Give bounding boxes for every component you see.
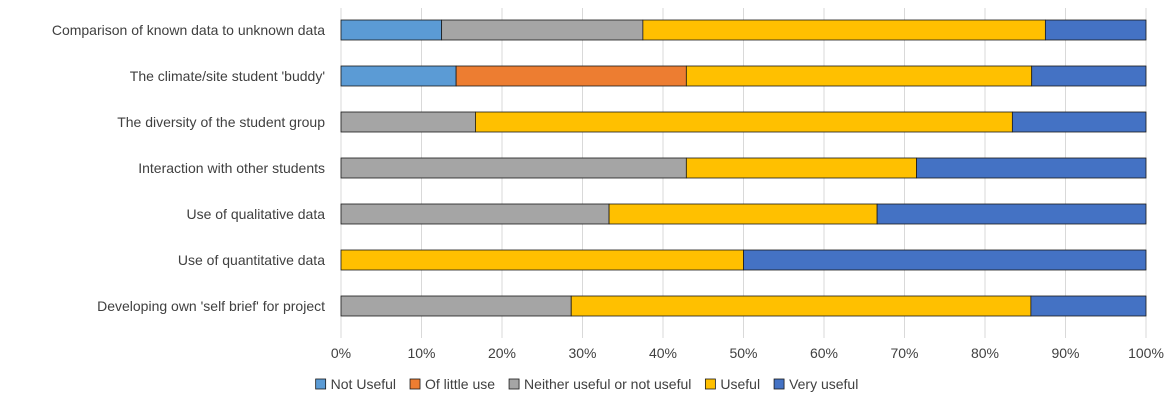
- legend-label: Useful: [720, 376, 760, 392]
- bar-segment: [340, 249, 744, 271]
- legend: Not Useful Of little use Neither useful or…: [315, 376, 858, 392]
- x-tick-labels: 0% 10% 20% 30% 40% 50% 60% 70% 80% 90% 100%: [331, 345, 1164, 361]
- bar-segment: [1030, 295, 1147, 317]
- bar-segment: [642, 19, 1046, 41]
- legend-swatch: [773, 378, 785, 390]
- legend-item: Of little use: [409, 376, 495, 392]
- bar-segment: [570, 295, 1032, 317]
- bar-segment: [876, 203, 1147, 225]
- legend-swatch: [409, 378, 421, 390]
- bar-segment: [340, 203, 610, 225]
- x-tick-label: 50%: [729, 345, 757, 361]
- bar-segment: [685, 157, 917, 179]
- category-label: Use of quantitative data: [178, 252, 325, 268]
- legend-swatch: [508, 378, 520, 390]
- x-tick-label: 20%: [488, 345, 516, 361]
- bar-segment: [743, 249, 1147, 271]
- bar-segment: [916, 157, 1147, 179]
- bar-segment: [685, 65, 1033, 87]
- legend-item: Neither useful or not useful: [508, 376, 691, 392]
- bar-segment: [1031, 65, 1147, 87]
- bar-segment: [1011, 111, 1147, 133]
- x-tick-label: 90%: [1051, 345, 1079, 361]
- legend-label: Not Useful: [331, 376, 396, 392]
- x-tick-label: 80%: [971, 345, 999, 361]
- x-tick-label: 40%: [649, 345, 677, 361]
- category-label: Use of qualitative data: [186, 206, 325, 222]
- category-label: The diversity of the student group: [117, 114, 325, 130]
- bar-segment: [608, 203, 878, 225]
- legend-item: Not Useful: [315, 376, 396, 392]
- bar-segment: [340, 157, 687, 179]
- legend-label: Very useful: [789, 376, 858, 392]
- bar-segment: [340, 65, 457, 87]
- legend-label: Neither useful or not useful: [524, 376, 691, 392]
- legend-swatch: [704, 378, 716, 390]
- x-tick-label: 70%: [890, 345, 918, 361]
- bar-segment: [475, 111, 1013, 133]
- bar-segment: [441, 19, 644, 41]
- category-label: The climate/site student 'buddy': [130, 68, 325, 84]
- x-tick-label: 0%: [331, 345, 351, 361]
- category-label: Developing own 'self brief' for project: [97, 298, 325, 314]
- bar-segment: [455, 65, 687, 87]
- x-tick-label: 100%: [1128, 345, 1164, 361]
- bar-segment: [340, 111, 476, 133]
- category-label: Interaction with other students: [138, 160, 325, 176]
- legend-item: Useful: [704, 376, 760, 392]
- legend-swatch: [315, 378, 327, 390]
- bars-group: [340, 19, 1147, 317]
- legend-item: Very useful: [773, 376, 858, 392]
- category-label: Comparison of known data to unknown data: [52, 22, 325, 38]
- bar-segment: [340, 19, 443, 41]
- x-tick-label: 10%: [407, 345, 435, 361]
- bar-segment: [340, 295, 572, 317]
- category-labels: Comparison of known data to unknown data…: [52, 22, 325, 314]
- bar-segment: [1044, 19, 1147, 41]
- x-tick-label: 30%: [568, 345, 596, 361]
- x-tick-label: 60%: [810, 345, 838, 361]
- legend-label: Of little use: [425, 376, 495, 392]
